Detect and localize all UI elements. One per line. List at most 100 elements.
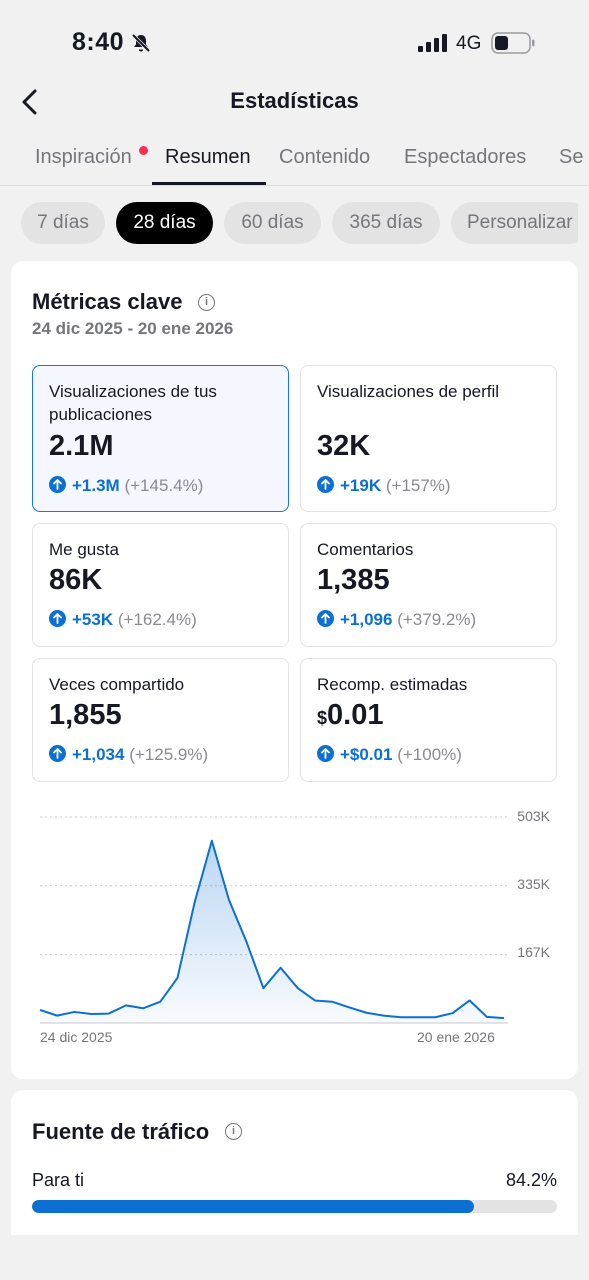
bell-muted-icon bbox=[131, 33, 151, 53]
metric-label: Me gusta bbox=[49, 540, 119, 559]
range-365-days[interactable]: 365 días bbox=[332, 202, 440, 244]
range-7-days[interactable]: 7 días bbox=[21, 202, 105, 244]
metric-value: $0.01 bbox=[317, 699, 383, 732]
traffic-bar-fill bbox=[32, 1200, 475, 1213]
metric-label: Veces compartido bbox=[49, 675, 185, 694]
metric-tile-comments[interactable]: Comentarios 1,385 +1,096 (+379.2%) bbox=[300, 523, 557, 647]
metric-delta: +1.3M (+145.4%) bbox=[49, 476, 203, 496]
page-title: Estadísticas bbox=[230, 88, 359, 113]
info-icon[interactable]: i bbox=[198, 294, 215, 311]
data-point bbox=[485, 1015, 489, 1019]
data-point bbox=[416, 1015, 420, 1019]
delta-value: +1.3M bbox=[72, 476, 120, 495]
battery-icon bbox=[491, 32, 535, 54]
data-point bbox=[433, 1015, 437, 1019]
data-point bbox=[141, 1006, 145, 1010]
data-point bbox=[382, 1014, 386, 1018]
traffic-label: Para ti bbox=[32, 1170, 85, 1190]
metric-tile-shares[interactable]: Veces compartido 1,855 +1,034 (+125.9%) bbox=[32, 658, 289, 782]
currency-symbol: $ bbox=[317, 708, 328, 728]
traffic-bar bbox=[32, 1200, 557, 1213]
tab-resumen[interactable]: Resumen bbox=[165, 146, 251, 168]
metric-delta: +1,034 (+125.9%) bbox=[49, 745, 208, 765]
active-tab-indicator bbox=[152, 182, 266, 185]
arrow-up-icon bbox=[49, 610, 66, 627]
chevron-left-icon[interactable] bbox=[18, 88, 44, 116]
data-point bbox=[72, 1010, 76, 1014]
y-tick-label: 167K bbox=[517, 944, 550, 960]
range-60-days[interactable]: 60 días bbox=[224, 202, 321, 244]
data-point bbox=[313, 998, 317, 1002]
views-chart-svg bbox=[38, 816, 508, 1024]
arrow-up-icon bbox=[317, 745, 334, 762]
x-end-label: 20 ene 2026 bbox=[417, 1029, 495, 1045]
key-metrics-card: Métricas clave i 24 dic 2025 - 20 ene 20… bbox=[11, 261, 578, 1079]
metric-amount: 0.01 bbox=[327, 699, 384, 731]
data-point bbox=[55, 1014, 59, 1018]
data-point bbox=[227, 898, 231, 902]
data-point bbox=[279, 966, 283, 970]
tab-inspiracion[interactable]: Inspiración bbox=[35, 146, 132, 168]
metric-value: 1,385 bbox=[317, 564, 390, 596]
metric-value: 32K bbox=[317, 430, 371, 462]
tab-espectadores[interactable]: Espectadores bbox=[404, 146, 527, 168]
status-bar: 8:40 4G bbox=[0, 0, 589, 80]
network-type: 4G bbox=[456, 33, 482, 54]
metric-label: Visualizaciones de perfil bbox=[317, 382, 500, 401]
views-chart[interactable]: 503K 335K 167K 24 dic 2025 20 ene 2026 bbox=[11, 801, 578, 1061]
metric-value: 1,855 bbox=[49, 699, 122, 731]
info-icon[interactable]: i bbox=[225, 1123, 242, 1140]
x-start-label: 24 dic 2025 bbox=[40, 1029, 113, 1045]
metric-tile-estimated-rewards[interactable]: Recomp. estimadas $0.01 +$0.01 (+100%) bbox=[300, 658, 557, 782]
data-point bbox=[502, 1016, 506, 1020]
data-point bbox=[38, 1008, 42, 1012]
delta-percent: (+157%) bbox=[385, 476, 451, 495]
delta-value: +19K bbox=[340, 476, 382, 495]
date-range: 24 dic 2025 - 20 ene 2026 bbox=[32, 319, 234, 338]
delta-percent: (+162.4%) bbox=[117, 610, 197, 629]
metric-tile-likes[interactable]: Me gusta 86K +53K (+162.4%) bbox=[32, 523, 289, 647]
delta-percent: (+379.2%) bbox=[397, 610, 477, 629]
data-point bbox=[124, 1003, 128, 1007]
metric-label: Comentarios bbox=[317, 540, 414, 559]
notification-dot bbox=[139, 146, 148, 155]
delta-percent: (+145.4%) bbox=[124, 476, 204, 495]
tab-contenido[interactable]: Contenido bbox=[279, 146, 371, 168]
data-point bbox=[107, 1012, 111, 1016]
section-title: Métricas clave bbox=[32, 289, 183, 314]
range-custom[interactable]: Personalizar bbox=[451, 202, 578, 244]
traffic-percent: 84.2% bbox=[505, 1170, 557, 1190]
data-point bbox=[296, 986, 300, 990]
tab-more[interactable]: Se bbox=[559, 146, 584, 168]
metric-label: Recomp. estimadas bbox=[317, 675, 468, 694]
series-area bbox=[40, 840, 504, 1023]
data-point bbox=[365, 1011, 369, 1015]
traffic-source-card: Fuente de tráfico i Para ti 84.2% bbox=[11, 1090, 578, 1235]
data-point bbox=[193, 900, 197, 904]
delta-value: +1,096 bbox=[340, 610, 393, 629]
arrow-up-icon bbox=[317, 476, 334, 493]
data-point bbox=[175, 976, 179, 980]
metric-tile-profile-views[interactable]: Visualizaciones de perfil 32K +19K (+157… bbox=[300, 365, 557, 512]
metric-delta: +19K (+157%) bbox=[317, 476, 451, 496]
metric-label: Visualizaciones de tus publicaciones bbox=[49, 382, 217, 424]
range-28-days[interactable]: 28 días bbox=[116, 202, 213, 244]
section-title: Fuente de tráfico bbox=[32, 1119, 210, 1144]
delta-percent: (+125.9%) bbox=[129, 745, 209, 764]
arrow-up-icon bbox=[317, 610, 334, 627]
y-tick-label: 503K bbox=[517, 808, 550, 824]
delta-value: +$0.01 bbox=[340, 745, 393, 764]
status-time: 8:40 bbox=[72, 28, 125, 56]
metric-tile-post-views[interactable]: Visualizaciones de tus publicaciones 2.1… bbox=[32, 365, 289, 512]
metric-value: 86K bbox=[49, 564, 103, 596]
data-point bbox=[450, 1011, 454, 1015]
data-point bbox=[468, 998, 472, 1002]
metric-value: 2.1M bbox=[49, 430, 114, 462]
arrow-up-icon bbox=[49, 745, 66, 762]
data-point bbox=[347, 1005, 351, 1009]
data-point bbox=[210, 839, 214, 843]
tab-bar: Inspiración Resumen Contenido Espectador… bbox=[0, 136, 589, 186]
range-selector: 7 días 28 días 60 días 365 días Personal… bbox=[0, 200, 578, 246]
data-point bbox=[330, 1000, 334, 1004]
metric-delta: +53K (+162.4%) bbox=[49, 610, 197, 630]
